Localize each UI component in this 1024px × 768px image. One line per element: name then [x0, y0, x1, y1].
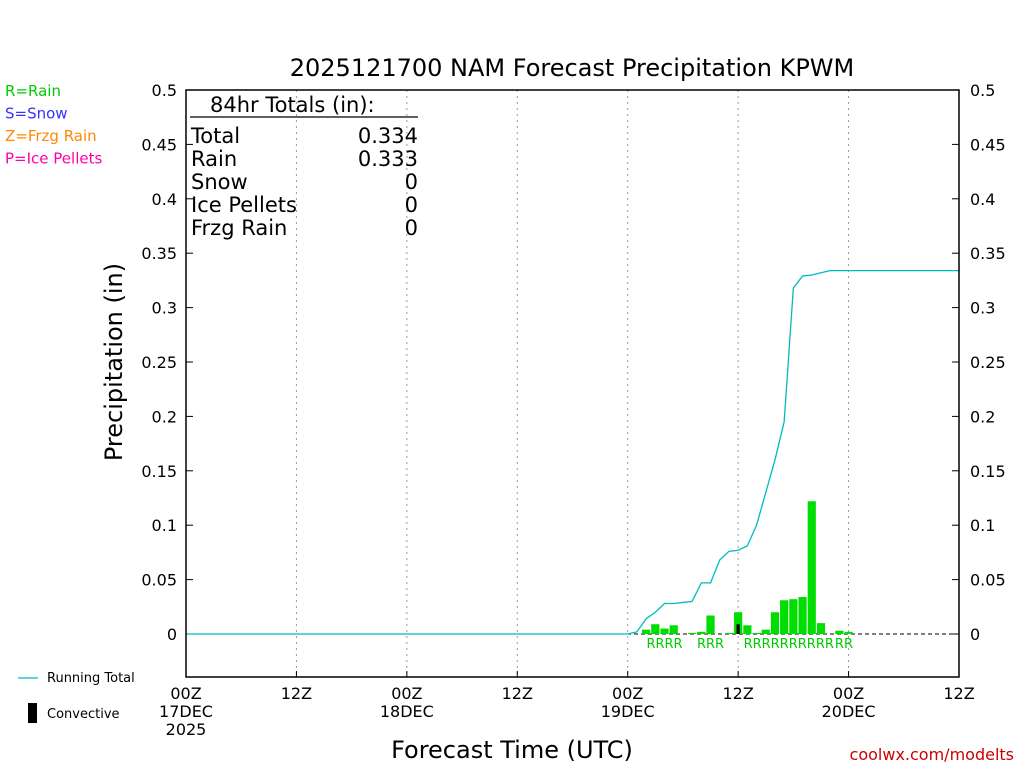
- x-tick-label: 00Z: [612, 684, 643, 703]
- y-tick-label-left: 0.4: [152, 190, 177, 209]
- precip-bar: [761, 629, 770, 634]
- precip-bar: [835, 630, 844, 634]
- y-tick-label-left: 0: [167, 625, 177, 644]
- totals-row-label: Total: [190, 124, 240, 148]
- chart-title: 2025121700 NAM Forecast Precipitation KP…: [290, 54, 855, 82]
- ptype-legend-item: Z=Frzg Rain: [5, 127, 97, 145]
- precip-bar: [770, 612, 780, 634]
- ptype-label: RR: [835, 637, 853, 652]
- precip-bar: [743, 625, 752, 634]
- precip-bar: [669, 625, 678, 634]
- x-tick-label: 17DEC: [159, 702, 213, 721]
- ptype-label: RRR: [697, 637, 724, 652]
- totals-row-value: 0: [405, 216, 418, 240]
- totals-row-label: Frzg Rain: [191, 216, 287, 240]
- totals-row-value: 0.333: [358, 147, 418, 171]
- y-tick-label-right: 0.05: [970, 571, 1006, 590]
- x-tick-label: 12Z: [502, 684, 533, 703]
- totals-box: 84hr Totals (in): Total 0.334 Rain 0.333 Sno…: [190, 93, 418, 240]
- totals-row-label: Rain: [191, 147, 237, 171]
- y-tick-label-right: 0.35: [970, 244, 1006, 263]
- ptype-legend-item: S=Snow: [5, 105, 68, 123]
- ptype-label: RRRR: [646, 637, 682, 652]
- x-axis-label: Forecast Time (UTC): [391, 736, 633, 764]
- precip-bar: [688, 632, 697, 634]
- precip-bar: [816, 623, 826, 634]
- totals-row-value: 0: [405, 193, 418, 217]
- precip-bar: [724, 632, 734, 634]
- running-total-line: [186, 269, 959, 635]
- y-tick-label-right: 0.5: [970, 81, 995, 100]
- y-tick-label-right: 0.45: [970, 135, 1006, 154]
- x-tick-label: 00Z: [833, 684, 864, 703]
- totals-header: 84hr Totals (in):: [210, 93, 375, 117]
- y-tick-label-right: 0.2: [970, 407, 995, 426]
- precip-bar: [780, 600, 789, 634]
- running-total-polyline: [186, 269, 959, 635]
- precip-bar: [734, 612, 743, 634]
- y-tick-label-left: 0.2: [152, 407, 177, 426]
- ptype-labels: RRRR RRR RRRRRRRRRR RR: [646, 637, 853, 652]
- plot-frame: [185, 89, 960, 678]
- x-tick-label: 12Z: [943, 684, 974, 703]
- ptype-legend-item: P=Ice Pellets: [5, 150, 102, 168]
- y-tick-label-left: 0.35: [141, 244, 177, 263]
- precip-bar: [642, 629, 651, 634]
- precip-type-legend: R=Rain S=Snow Z=Frzg Rain P=Ice Pellets: [5, 82, 102, 168]
- y-tick-label-right: 0: [970, 625, 980, 644]
- x-tick-label: 00Z: [170, 684, 201, 703]
- ptype-legend-item: R=Rain: [5, 82, 61, 100]
- totals-row-value: 0.334: [358, 124, 418, 148]
- running-total-legend-label: Running Total: [47, 671, 135, 686]
- x-tick-label: 20DEC: [822, 702, 876, 721]
- grid-lines: [186, 90, 959, 677]
- y-tick-label-right: 0.3: [970, 299, 995, 318]
- y-tick-label-left: 0.1: [152, 516, 177, 535]
- y-tick-label-left: 0.05: [141, 571, 177, 590]
- convective-legend-label: Convective: [47, 707, 120, 722]
- y-tick-label-right: 0.15: [970, 462, 1006, 481]
- convective-bars: [736, 624, 740, 634]
- y-axis-label: Precipitation (in): [100, 263, 128, 461]
- totals-row-value: 0: [405, 170, 418, 194]
- x-tick-label: 2025: [166, 720, 207, 739]
- precip-bar: [752, 632, 761, 634]
- precip-bar: [651, 624, 660, 634]
- x-tick-label: 00Z: [391, 684, 422, 703]
- precip-bar: [844, 631, 853, 634]
- x-tick-label: 19DEC: [601, 702, 655, 721]
- y-tick-label-left: 0.3: [152, 299, 177, 318]
- y-axis-right: 0.5 0.45 0.4 0.35 0.3 0.25 0.2 0.15 0.1 0.05 0: [952, 81, 1006, 644]
- convective-bar: [736, 624, 740, 634]
- credit-text: coolwx.com/modelts: [850, 745, 1014, 764]
- y-tick-label-right: 0.25: [970, 353, 1006, 372]
- bottom-legend: Running Total Convective: [18, 671, 135, 723]
- precip-bar: [807, 501, 816, 634]
- precip-bar: [706, 615, 715, 634]
- precip-bar: [697, 631, 706, 634]
- y-axis-left: 0.5 0.45 0.4 0.35 0.3 0.25 0.2 0.15 0.1 0.05 0: [141, 81, 193, 644]
- y-tick-label-right: 0.4: [970, 190, 995, 209]
- x-tick-label: 12Z: [281, 684, 312, 703]
- totals-row-label: Snow: [191, 170, 248, 194]
- precip-bar: [789, 599, 798, 634]
- y-tick-label-left: 0.5: [152, 81, 177, 100]
- totals-row-label: Ice Pellets: [191, 193, 297, 217]
- y-tick-label-left: 0.45: [141, 135, 177, 154]
- y-tick-label-left: 0.15: [141, 462, 177, 481]
- y-tick-label-left: 0.25: [141, 353, 177, 372]
- precip-bar: [660, 628, 669, 634]
- x-tick-label: 12Z: [722, 684, 753, 703]
- ptype-label: RRRRRRRRRR: [744, 637, 834, 652]
- x-tick-label: 18DEC: [380, 702, 434, 721]
- convective-legend-swatch: [28, 703, 37, 723]
- y-tick-label-right: 0.1: [970, 516, 995, 535]
- precip-bars: [642, 501, 853, 634]
- precip-bar: [798, 597, 807, 634]
